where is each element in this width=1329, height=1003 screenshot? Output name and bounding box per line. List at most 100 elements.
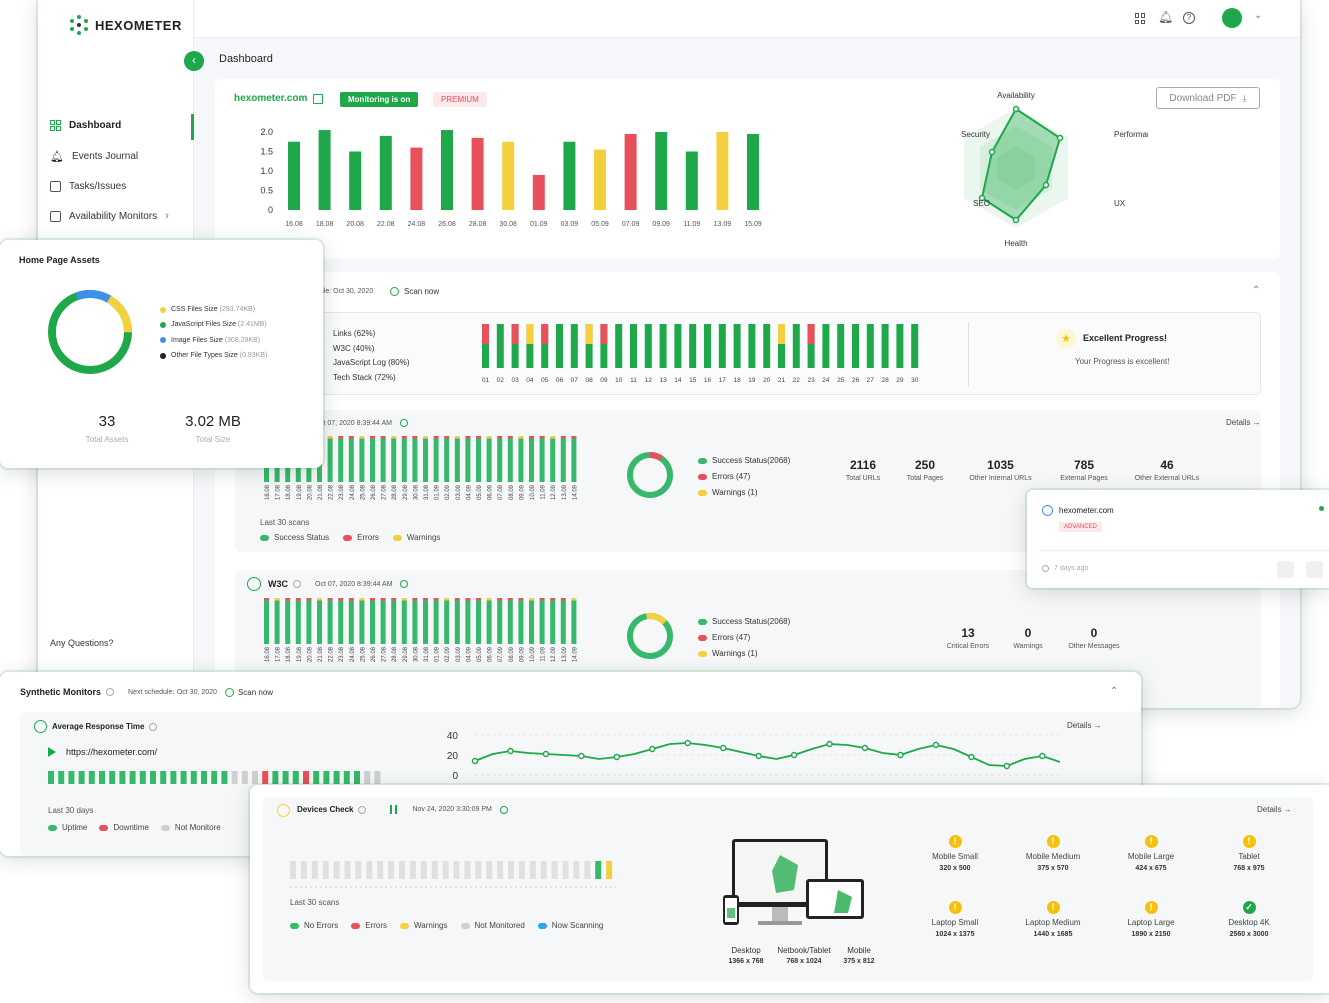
- sidebar-item-tasks-issues[interactable]: Tasks/Issues: [50, 181, 126, 192]
- scan-bar: [454, 600, 460, 644]
- scan-bar-top: [518, 598, 524, 601]
- total-assets-label: Total Assets: [85, 435, 129, 444]
- refresh-icon[interactable]: [400, 419, 408, 427]
- scan-bar: [529, 438, 534, 482]
- bar: [594, 149, 606, 210]
- total-assets-stat: 33 Total Assets: [62, 413, 152, 444]
- download-pdf-button[interactable]: Download PDF ⤓: [1156, 87, 1260, 109]
- day-bar-top: [541, 324, 549, 344]
- scan-date-label: 06.09: [488, 484, 494, 500]
- stat-label: Total URLs: [845, 475, 881, 482]
- device-item[interactable]: ! Mobile Small 320 x 500: [910, 835, 1000, 872]
- pause-icon[interactable]: [390, 805, 398, 814]
- info-icon[interactable]: [106, 688, 115, 696]
- uptime-bar: [139, 771, 146, 784]
- links-stat-0: 2116 Total URLs: [833, 458, 893, 482]
- uptime-bar: [109, 771, 116, 784]
- day-bar: [556, 324, 563, 368]
- response-details-link[interactable]: Details →: [1067, 721, 1102, 730]
- x-tick-label: 18.08: [316, 221, 334, 228]
- device-scan-bar: [344, 861, 351, 879]
- scan-bar-top: [444, 436, 450, 439]
- day-label: 28: [881, 377, 889, 384]
- legend-label: Warnings: [712, 649, 746, 658]
- warning-circle-icon: !: [1144, 901, 1158, 914]
- scan-now-label: Scan now: [404, 287, 440, 296]
- scan-bar: [550, 438, 556, 482]
- info-icon[interactable]: [149, 722, 158, 731]
- brand-logo[interactable]: HEXOMETER: [68, 14, 182, 36]
- scan-date-label: 20.08: [307, 484, 313, 500]
- domain-link[interactable]: hexometer.com: [234, 93, 324, 104]
- scan-now-button[interactable]: Scan now: [237, 687, 274, 697]
- links-donut-chart: [627, 452, 673, 498]
- stat-value: 250: [914, 458, 936, 472]
- sidebar-item-availability-monitors[interactable]: Availability Monitors ›: [50, 210, 169, 222]
- device-item[interactable]: ! Laptop Medium 1440 x 1685: [1008, 901, 1098, 938]
- monitor-url-row[interactable]: https://hexometer.com/: [48, 747, 157, 757]
- scan-bar: [529, 600, 534, 644]
- settings-action-icon[interactable]: [1306, 561, 1323, 578]
- play-icon[interactable]: [48, 747, 56, 757]
- day-label: 29: [896, 377, 904, 384]
- site-card[interactable]: hexometer.com ADVANCED 7 days ago: [1027, 490, 1329, 588]
- chart-action-icon[interactable]: [1277, 561, 1294, 578]
- uptime-bars: [48, 771, 381, 784]
- day-label: 18: [733, 377, 741, 384]
- scan-date-label: 05.09: [477, 646, 483, 662]
- warning-circle-icon: !: [1144, 835, 1158, 848]
- collapse-chevron-icon[interactable]: ⌃: [1252, 285, 1261, 296]
- bar: [655, 132, 668, 210]
- info-icon[interactable]: [358, 805, 367, 814]
- help-icon[interactable]: ?: [1183, 12, 1195, 24]
- scan-bar-top: [476, 598, 481, 601]
- screen-mobile: Mobile 375 x 812: [838, 946, 880, 965]
- user-avatar[interactable]: [1222, 8, 1242, 28]
- notifications-bell-icon[interactable]: 🔔︎: [1158, 10, 1174, 24]
- device-item[interactable]: ✓ Desktop 4K 2560 x 3000: [1204, 901, 1294, 938]
- total-size-value: 3.02 MB: [185, 413, 241, 430]
- devices-details-link[interactable]: Details →: [1257, 805, 1292, 814]
- divider: [968, 322, 969, 386]
- sidebar-item-events-journal[interactable]: 🔔︎ Events Journal: [50, 150, 138, 163]
- collapse-sidebar-button[interactable]: ‹: [184, 51, 204, 71]
- data-point: [578, 752, 585, 760]
- scan-date-label: 27.08: [382, 484, 388, 500]
- links-details-link[interactable]: Details →: [1226, 418, 1261, 427]
- device-name: Mobile Medium: [1025, 852, 1081, 861]
- device-item[interactable]: ! Laptop Large 1890 x 2150: [1106, 901, 1196, 938]
- chevron-down-icon[interactable]: ⌄: [1254, 10, 1263, 21]
- device-item[interactable]: ! Mobile Large 424 x 675: [1106, 835, 1196, 872]
- scan-now-button[interactable]: Scan now: [390, 287, 439, 296]
- collapse-chevron-icon[interactable]: ⌃: [1110, 686, 1119, 697]
- plan-badge: PREMIUM: [433, 92, 487, 107]
- stat-label: Total Pages: [906, 475, 944, 482]
- day-bar: [674, 324, 682, 368]
- sidebar-item-dashboard[interactable]: Dashboard: [50, 120, 121, 131]
- x-tick-label: 30.08: [499, 221, 517, 228]
- smile-icon: [247, 577, 261, 591]
- scan-bar: [380, 438, 386, 482]
- device-item[interactable]: ! Laptop Small 1024 x 1375: [910, 901, 1000, 938]
- legend-count: (47): [736, 472, 751, 481]
- legend-count: (1): [747, 488, 758, 497]
- refresh-icon[interactable]: [400, 580, 409, 588]
- scan-bar: [486, 600, 492, 644]
- apps-grid-icon[interactable]: [1135, 13, 1146, 24]
- device-item[interactable]: ! Tablet 768 x 975: [1204, 835, 1294, 872]
- day-bar: [482, 324, 489, 368]
- screen-resolution: 375 x 812: [843, 958, 875, 965]
- radar-label-security: Security: [961, 130, 990, 139]
- device-name: Tablet: [1238, 852, 1260, 861]
- scan-date-label: 28.08: [392, 484, 398, 500]
- scan-bar-top: [295, 598, 301, 601]
- device-item[interactable]: ! Mobile Medium 375 x 570: [1008, 835, 1098, 872]
- data-point: [471, 757, 479, 765]
- day-bar: [659, 324, 667, 368]
- info-icon[interactable]: [293, 580, 301, 588]
- refresh-icon[interactable]: [499, 805, 508, 814]
- scan-bar: [507, 438, 513, 482]
- device-scan-bar: [333, 861, 340, 879]
- scan-bar-top: [560, 436, 566, 439]
- donut-legend-warnings: Warnings (1): [698, 485, 790, 501]
